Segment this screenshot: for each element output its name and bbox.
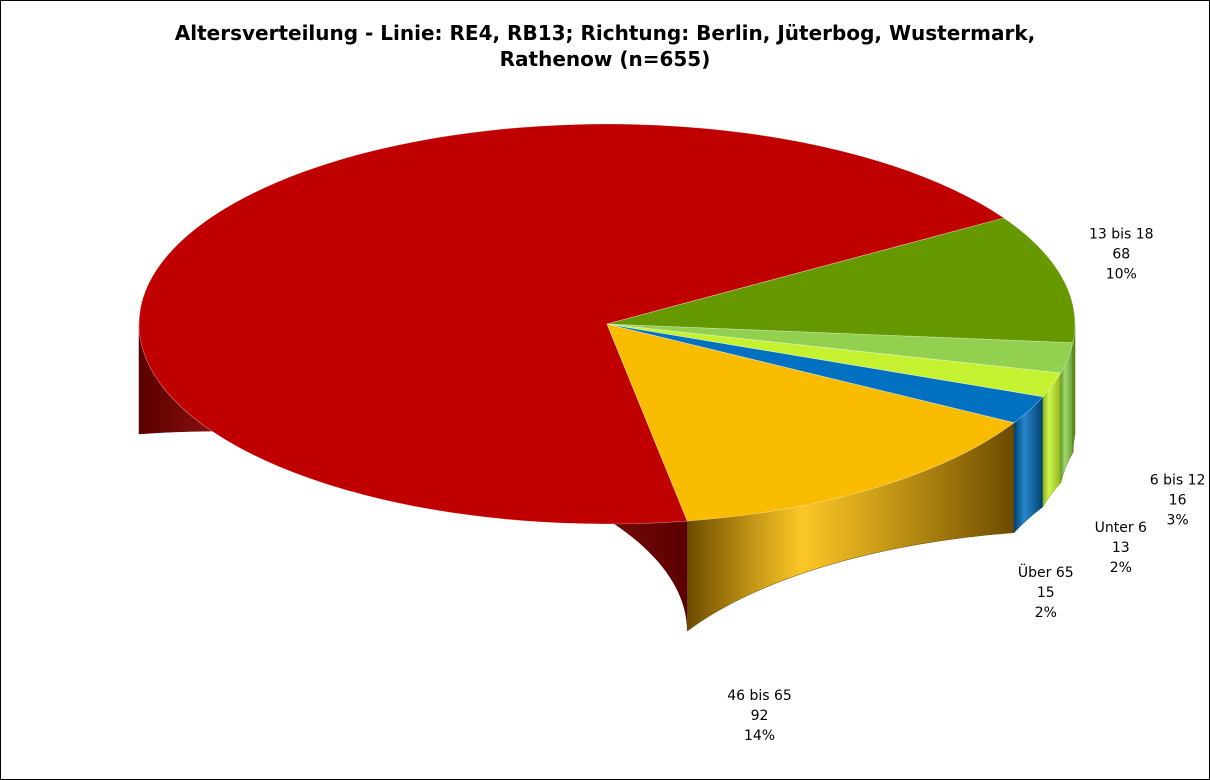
data-label-46-bis-65-count: 92 (751, 708, 769, 724)
data-label-13-bis-18-percent: 10% (1106, 267, 1137, 283)
data-label-6-bis-12-name: 6 bis 12 (1150, 473, 1206, 489)
data-label-unter-6-name: Unter 6 (1095, 520, 1147, 536)
data-label-13-bis-18-name: 13 bis 18 (1089, 227, 1154, 243)
data-label--ber-65-percent: 2% (1035, 605, 1057, 621)
data-label-unter-6-count: 13 (1112, 540, 1130, 556)
pie-slice-46-bis-65 (606, 323, 1015, 522)
chart-title-line-1: Altersverteilung - Linie: RE4, RB13; Ric… (174, 21, 1036, 45)
chart-title-line-2: Rathenow (n=655) (499, 47, 711, 71)
data-label-46-bis-65-name: 46 bis 65 (727, 688, 792, 704)
data-label-13-bis-18-count: 68 (1112, 247, 1130, 263)
data-label-6-bis-12-percent: 3% (1166, 513, 1188, 529)
data-label--ber-65-name: Über 65 (1018, 563, 1074, 581)
pie-side-13-bis-18 (1072, 323, 1076, 453)
pie-slice-19-bis-45 (138, 123, 1005, 525)
data-label--ber-65-count: 15 (1037, 585, 1055, 601)
data-label-46-bis-65-percent: 14% (744, 728, 775, 744)
data-label-6-bis-12-count: 16 (1169, 493, 1187, 509)
chart-title: Altersverteilung - Linie: RE4, RB13; Ric… (0, 20, 1210, 72)
data-label-unter-6-percent: 2% (1110, 560, 1132, 576)
pie-slice-13-bis-18 (606, 217, 1076, 344)
